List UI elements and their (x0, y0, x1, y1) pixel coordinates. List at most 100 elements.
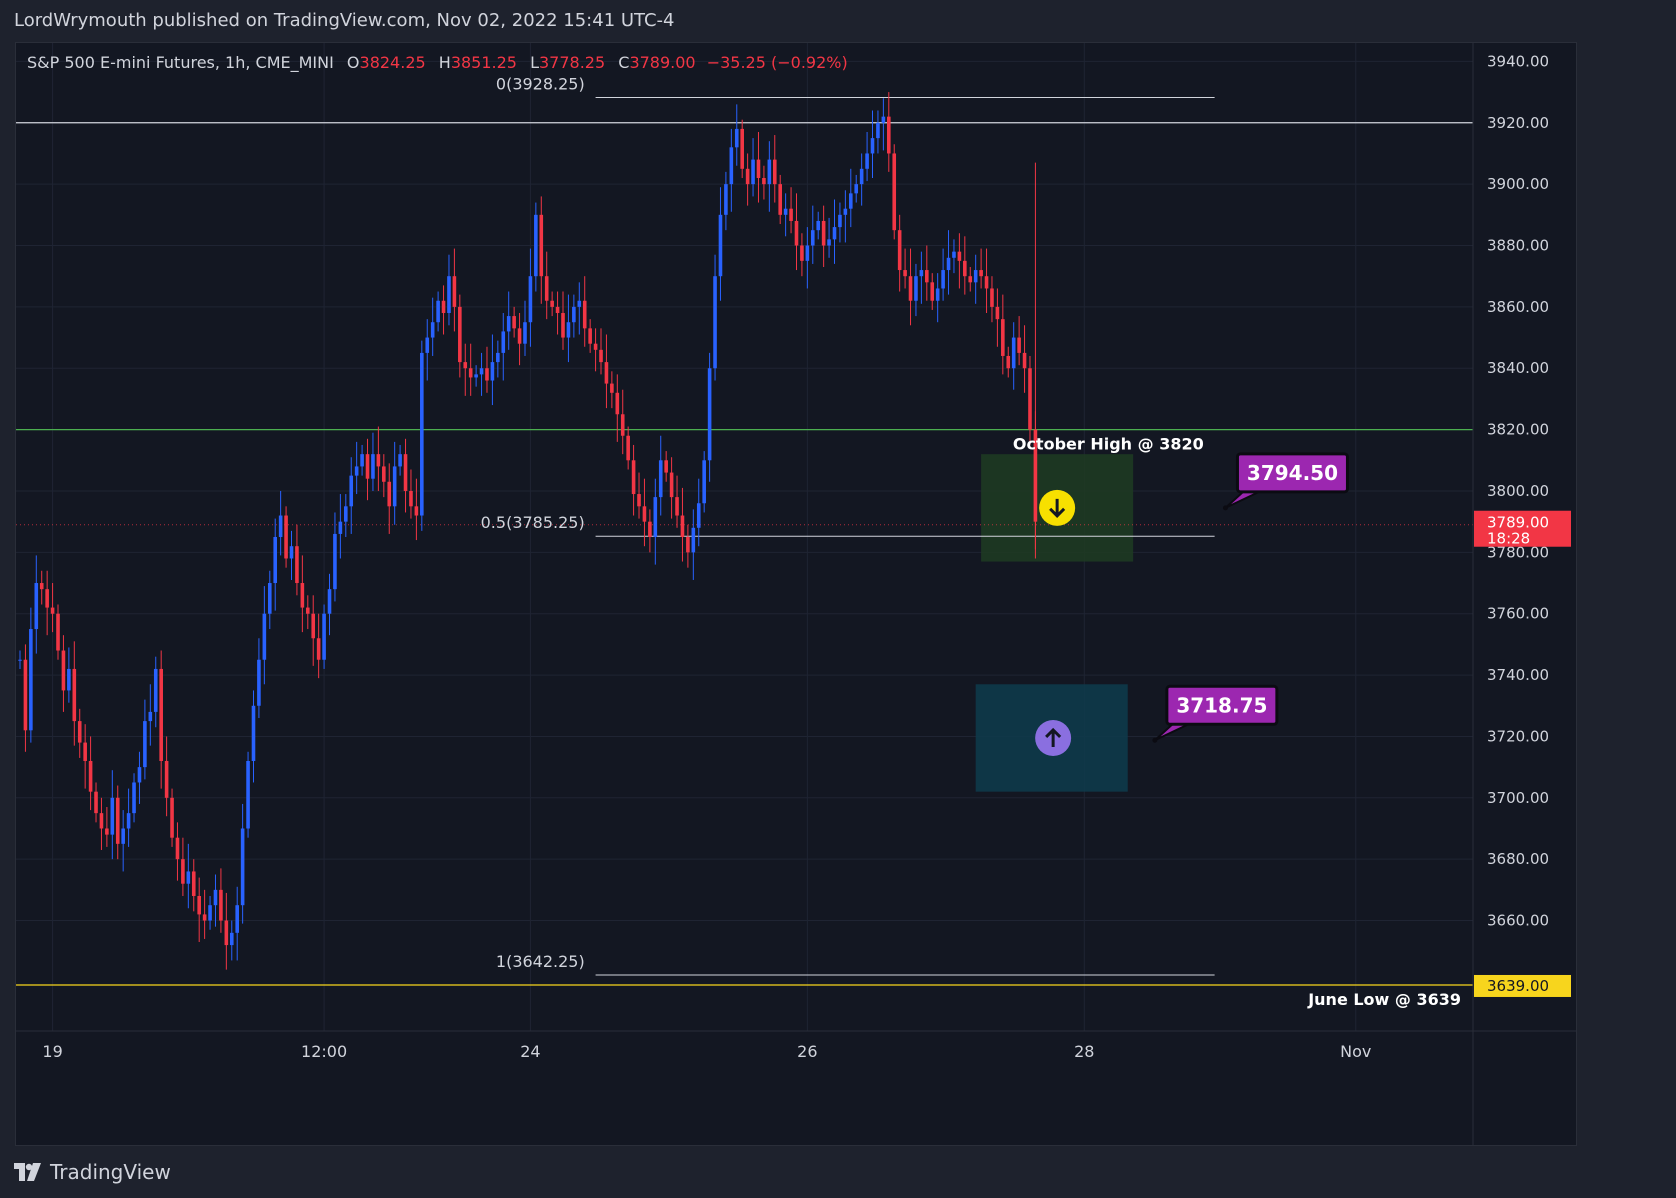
candle-body (506, 316, 511, 332)
candle-body (170, 797, 174, 838)
price-callout-label: 3718.75 (1176, 693, 1267, 717)
candle-body (344, 506, 348, 522)
candle-body (267, 583, 272, 614)
candle-body (669, 472, 674, 498)
candle-body (903, 270, 907, 277)
candle-body (45, 589, 49, 608)
candle-body (88, 760, 93, 792)
price-chart[interactable]: 0(3928.25) 0.5(3785.25) 1(3642.25) October … (16, 43, 1576, 1145)
arrow-down-icon (1039, 489, 1076, 526)
candle-body (409, 490, 413, 507)
candle-body (620, 414, 625, 436)
candle-body (794, 220, 799, 246)
candle-body (425, 337, 430, 353)
price-callout: 3794.50 (1222, 452, 1349, 511)
candle-body (273, 537, 278, 584)
x-tick-label: 28 (1074, 1042, 1094, 1061)
candle-body (99, 813, 104, 829)
candle-body (202, 914, 207, 921)
candle-body (859, 168, 864, 185)
candle-body (984, 276, 989, 289)
chart-frame[interactable]: 0(3928.25) 0.5(3785.25) 1(3642.25) October … (15, 42, 1577, 1146)
candle-body (1001, 319, 1005, 356)
candle-body (734, 128, 739, 148)
x-tick-label: 19 (42, 1042, 62, 1061)
candle-body (658, 460, 663, 498)
candle-body (675, 497, 679, 516)
candle-body (229, 932, 234, 946)
candle-body (914, 276, 918, 301)
candle-body (816, 220, 821, 231)
candle-body (751, 159, 755, 185)
candle-body (626, 435, 630, 461)
fib-label: 1(3642.25) (496, 952, 585, 971)
candle-body (686, 537, 690, 553)
candle-body (756, 159, 761, 179)
candle-body (110, 797, 115, 835)
candle-body (94, 791, 98, 814)
candle-body (810, 230, 815, 246)
y-tick-label: 3780.00 (1487, 543, 1549, 561)
candle-body (957, 251, 962, 261)
candle-body (360, 454, 364, 467)
candle-body (403, 454, 408, 491)
candle-body (588, 328, 592, 344)
y-tick-label: 3760.00 (1487, 605, 1549, 623)
candle-body (148, 711, 153, 722)
candle-body (441, 300, 446, 314)
candle-body (740, 128, 744, 169)
candle-body (34, 583, 39, 630)
candle-body (485, 368, 489, 381)
candle-body (257, 659, 261, 706)
candle-body (610, 383, 614, 393)
candle-body (235, 905, 239, 933)
candle-body (724, 184, 728, 215)
fib-label: 0.5(3785.25) (481, 513, 585, 532)
candle-body (897, 230, 902, 271)
candle-body (458, 306, 462, 363)
candle-body (382, 466, 386, 482)
candle-body (1028, 368, 1032, 430)
candle-body (197, 895, 201, 915)
candle-body (566, 322, 571, 338)
y-tick-label: 3900.00 (1487, 175, 1549, 193)
candle-body (61, 650, 66, 691)
candle-body (995, 306, 1000, 320)
candle-body (224, 920, 229, 946)
candle-body (392, 466, 397, 507)
candle-body (278, 515, 283, 537)
candle-body (572, 306, 576, 323)
candle-body (295, 546, 299, 584)
candle-body (604, 362, 609, 384)
candle-body (50, 607, 55, 614)
candle-body (582, 300, 587, 329)
candle-body (132, 782, 136, 814)
tradingview-logo[interactable]: TradingView (14, 1160, 171, 1184)
candle-body (474, 374, 478, 378)
candle-body (968, 276, 973, 283)
price-callout: 3718.75 (1152, 684, 1279, 743)
candle-body (105, 828, 109, 835)
candle-body (534, 214, 538, 277)
candle-body (881, 116, 886, 123)
candle-body (892, 153, 897, 231)
legend-open-label: O (346, 53, 360, 72)
candle-body (653, 497, 658, 537)
candle-body (887, 116, 891, 154)
candle-body (414, 506, 419, 516)
candle-body (946, 257, 951, 271)
candle-body (1022, 352, 1027, 369)
candle-body (463, 362, 468, 369)
candle-body (865, 153, 869, 169)
candle-body (137, 767, 142, 783)
candle-body (322, 613, 326, 660)
candle-body (821, 220, 826, 246)
candle-body (219, 889, 223, 921)
legend-high-label: H (438, 53, 451, 72)
candle-body (349, 475, 354, 507)
candle-body (544, 276, 549, 301)
candle-body (963, 260, 967, 277)
y-tick-label: 3740.00 (1487, 666, 1549, 684)
candle-body (333, 533, 337, 590)
candle-body (615, 392, 620, 415)
